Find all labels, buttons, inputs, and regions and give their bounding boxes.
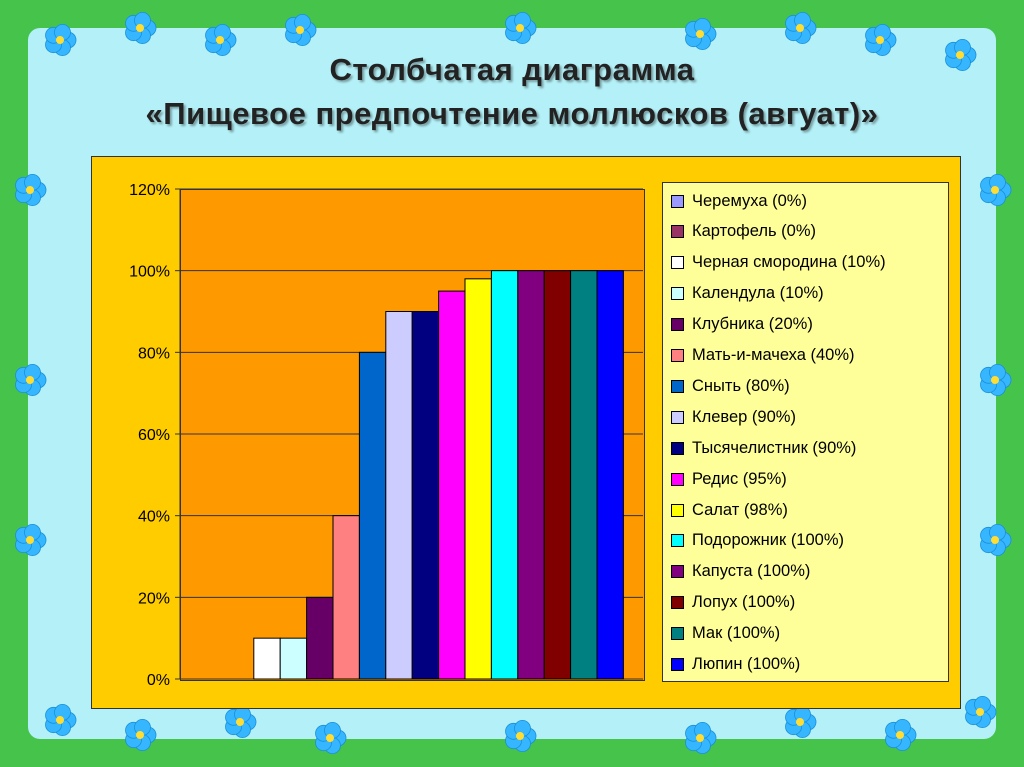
bar-12: [490, 270, 519, 680]
flower-icon: [785, 11, 817, 45]
bar-3: [253, 637, 281, 680]
legend-item: Тысячелистник (90%): [671, 437, 856, 459]
legend-item: Календула (10%): [671, 283, 824, 305]
bar-15: [570, 270, 598, 680]
y-tick-label: 40%: [138, 509, 170, 526]
bar-8: [385, 311, 413, 680]
legend-swatch: [671, 379, 684, 393]
flower-icon: [125, 11, 157, 45]
flower-icon: [980, 173, 1012, 207]
legend-label: Мак (100%): [692, 624, 781, 643]
legend-label: Мать-и-мачеха (40%): [692, 346, 855, 364]
legend-swatch: [671, 318, 684, 332]
legend-swatch: [671, 472, 684, 486]
bar-6: [332, 515, 360, 680]
legend-swatch: [671, 658, 684, 671]
legend-swatch: [671, 565, 684, 579]
flower-icon: [205, 23, 237, 57]
flower-icon: [865, 23, 897, 57]
legend-swatch: [671, 441, 684, 455]
flower-icon: [285, 13, 317, 47]
legend-item: Сныть (80%): [671, 375, 790, 397]
legend-label: Лопух (100%): [692, 593, 796, 612]
legend-label: Календула (10%): [692, 284, 824, 303]
legend-item: Клубника (20%): [671, 314, 813, 336]
legend-label: Клевер (90%): [692, 407, 796, 426]
legend-item: Люпин (100%): [671, 654, 800, 676]
legend-item: Черемуха (0%): [671, 190, 807, 212]
legend-label: Люпин (100%): [692, 655, 801, 673]
legend-swatch: [671, 287, 684, 301]
flower-icon: [45, 23, 77, 57]
bar-9: [411, 311, 440, 680]
flower-icon: [15, 173, 47, 207]
legend-item: Картофель (0%): [671, 221, 816, 243]
legend-swatch: [671, 627, 684, 641]
flower-icon: [685, 17, 717, 51]
legend-item: Мать-и-мачеха (40%): [671, 345, 855, 367]
legend-label: Капуста (100%): [692, 562, 811, 581]
legend-label: Салат (98%): [692, 500, 788, 519]
y-tick-label: 20%: [138, 590, 170, 607]
legend-swatch: [671, 503, 684, 517]
slide-title-line2: «Пищевое предпочтение моллюсков (авгуат)…: [145, 96, 879, 131]
legend-label: Редис (95%): [692, 469, 787, 488]
bar-10: [438, 290, 466, 680]
flower-icon: [885, 718, 917, 752]
flower-icon: [685, 721, 717, 755]
legend-label: Картофель (0%): [692, 222, 816, 241]
bar-5: [306, 596, 334, 680]
legend-label: Тысячелистник (90%): [692, 438, 857, 457]
bar-4: [279, 637, 308, 680]
flower-icon: [15, 363, 47, 397]
legend-label: Сныть (80%): [692, 376, 790, 395]
legend-item: Клевер (90%): [671, 406, 796, 428]
y-tick-label: 120%: [129, 182, 170, 199]
legend-label: Клубника (20%): [692, 315, 813, 334]
flower-icon: [45, 703, 77, 737]
flower-icon: [980, 363, 1012, 397]
y-tick-label: 80%: [138, 345, 170, 362]
legend-item: Черная смородина (10%): [671, 252, 886, 274]
legend-swatch: [671, 349, 684, 362]
chart-legend: Черемуха (0%) Картофель (0%) Черная смород…: [662, 182, 949, 682]
legend-swatch: [671, 194, 684, 208]
flower-icon: [315, 721, 347, 755]
slide-title-line1: Столбчатая диаграмма: [329, 52, 695, 87]
flower-icon: [125, 718, 157, 752]
flower-icon: [505, 719, 537, 753]
legend-label: Черная смородина (10%): [692, 253, 886, 272]
legend-item: Редис (95%): [671, 468, 787, 490]
legend-item: Салат (98%): [671, 499, 788, 521]
legend-swatch: [671, 225, 684, 239]
legend-swatch: [671, 410, 684, 424]
flower-icon: [15, 523, 47, 557]
legend-item: Капуста (100%): [671, 561, 810, 583]
legend-item: Подорожник (100%): [671, 530, 844, 552]
legend-label: Черемуха (0%): [692, 191, 807, 210]
y-tick-label: 100%: [129, 264, 170, 281]
legend-item: Лопух (100%): [671, 592, 795, 614]
legend-item: Мак (100%): [671, 623, 780, 645]
bar-13: [517, 270, 545, 680]
flower-icon: [945, 38, 977, 72]
legend-label: Подорожник (100%): [692, 531, 845, 550]
bar-7: [358, 351, 387, 680]
bar-16: [596, 270, 624, 680]
flower-icon: [225, 705, 257, 739]
legend-swatch: [671, 534, 684, 548]
flower-icon: [785, 705, 817, 739]
bar-14: [543, 270, 572, 680]
legend-swatch: [671, 256, 684, 270]
flower-icon: [505, 11, 537, 45]
flower-icon: [980, 523, 1012, 557]
flower-icon: [965, 695, 997, 729]
legend-swatch: [671, 596, 684, 610]
y-tick-label: 60%: [138, 427, 170, 444]
bar-11: [464, 278, 492, 680]
y-tick-label: 0%: [147, 672, 170, 689]
